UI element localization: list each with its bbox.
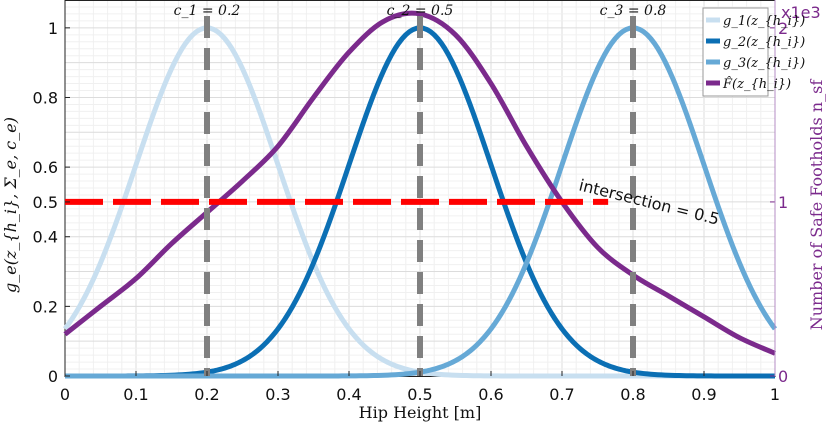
y2-tick-label: 1 — [778, 193, 788, 212]
y-tick-label: 0 — [48, 367, 58, 386]
y-axis-label: g_e(z_{h_i}, Σ_e, c_e) — [1, 117, 20, 293]
x-tick-label: 0.5 — [407, 385, 432, 404]
legend-label-3: g_3(z_{h_i}) — [723, 56, 805, 71]
x-tick-label: 0.1 — [123, 385, 148, 404]
center-lines: c_1 = 0.2 c_2 = 0.5 c_3 = 0.8 — [174, 3, 667, 376]
x-tick-label: 0.2 — [194, 385, 219, 404]
x-tick-label: 0.9 — [691, 385, 716, 404]
legend-label-2: g_2(z_{h_i}) — [723, 35, 805, 50]
series-line-F-hat — [63, 10, 777, 356]
x-axis-label: Hip Height [m] — [359, 403, 482, 422]
center-label-3: c_3 = 0.8 — [600, 3, 667, 19]
center-label-2: c_2 = 0.5 — [387, 3, 454, 19]
x-tick-label: 0 — [60, 385, 70, 404]
x-tick-label: 1 — [770, 385, 780, 404]
y-tick-label: 0.5 — [33, 193, 58, 212]
y-tick-label: 0.8 — [33, 88, 58, 107]
y2-multiplier: x1e3 — [781, 3, 821, 22]
legend: g_1(z_{h_i}) g_2(z_{h_i}) g_3(z_{h_i}) F̂(z… — [702, 7, 805, 97]
y-tick-label: 0.2 — [33, 297, 58, 316]
legend-label-4: F̂(z_{h_i}) — [722, 76, 791, 92]
center-label-1: c_1 = 0.2 — [174, 3, 241, 19]
x-tick-label: 0.7 — [549, 385, 574, 404]
y-tick-label: 0.4 — [33, 228, 58, 247]
legend-label-1: g_1(z_{h_i}) — [723, 14, 805, 29]
x-tick-label: 0.6 — [478, 385, 503, 404]
y2-tick-label: 2 — [778, 19, 788, 38]
x-tick-label: 0.3 — [265, 385, 290, 404]
y-tick-label: 0.6 — [33, 158, 58, 177]
x-tick-label: 0.4 — [336, 385, 361, 404]
y2-axis-label: Number of Safe Footholds n_sf — [807, 79, 826, 331]
y-tick-label: 1 — [48, 19, 58, 38]
y2-tick-label: 0 — [778, 367, 788, 386]
x-tick-label: 0.8 — [620, 385, 645, 404]
